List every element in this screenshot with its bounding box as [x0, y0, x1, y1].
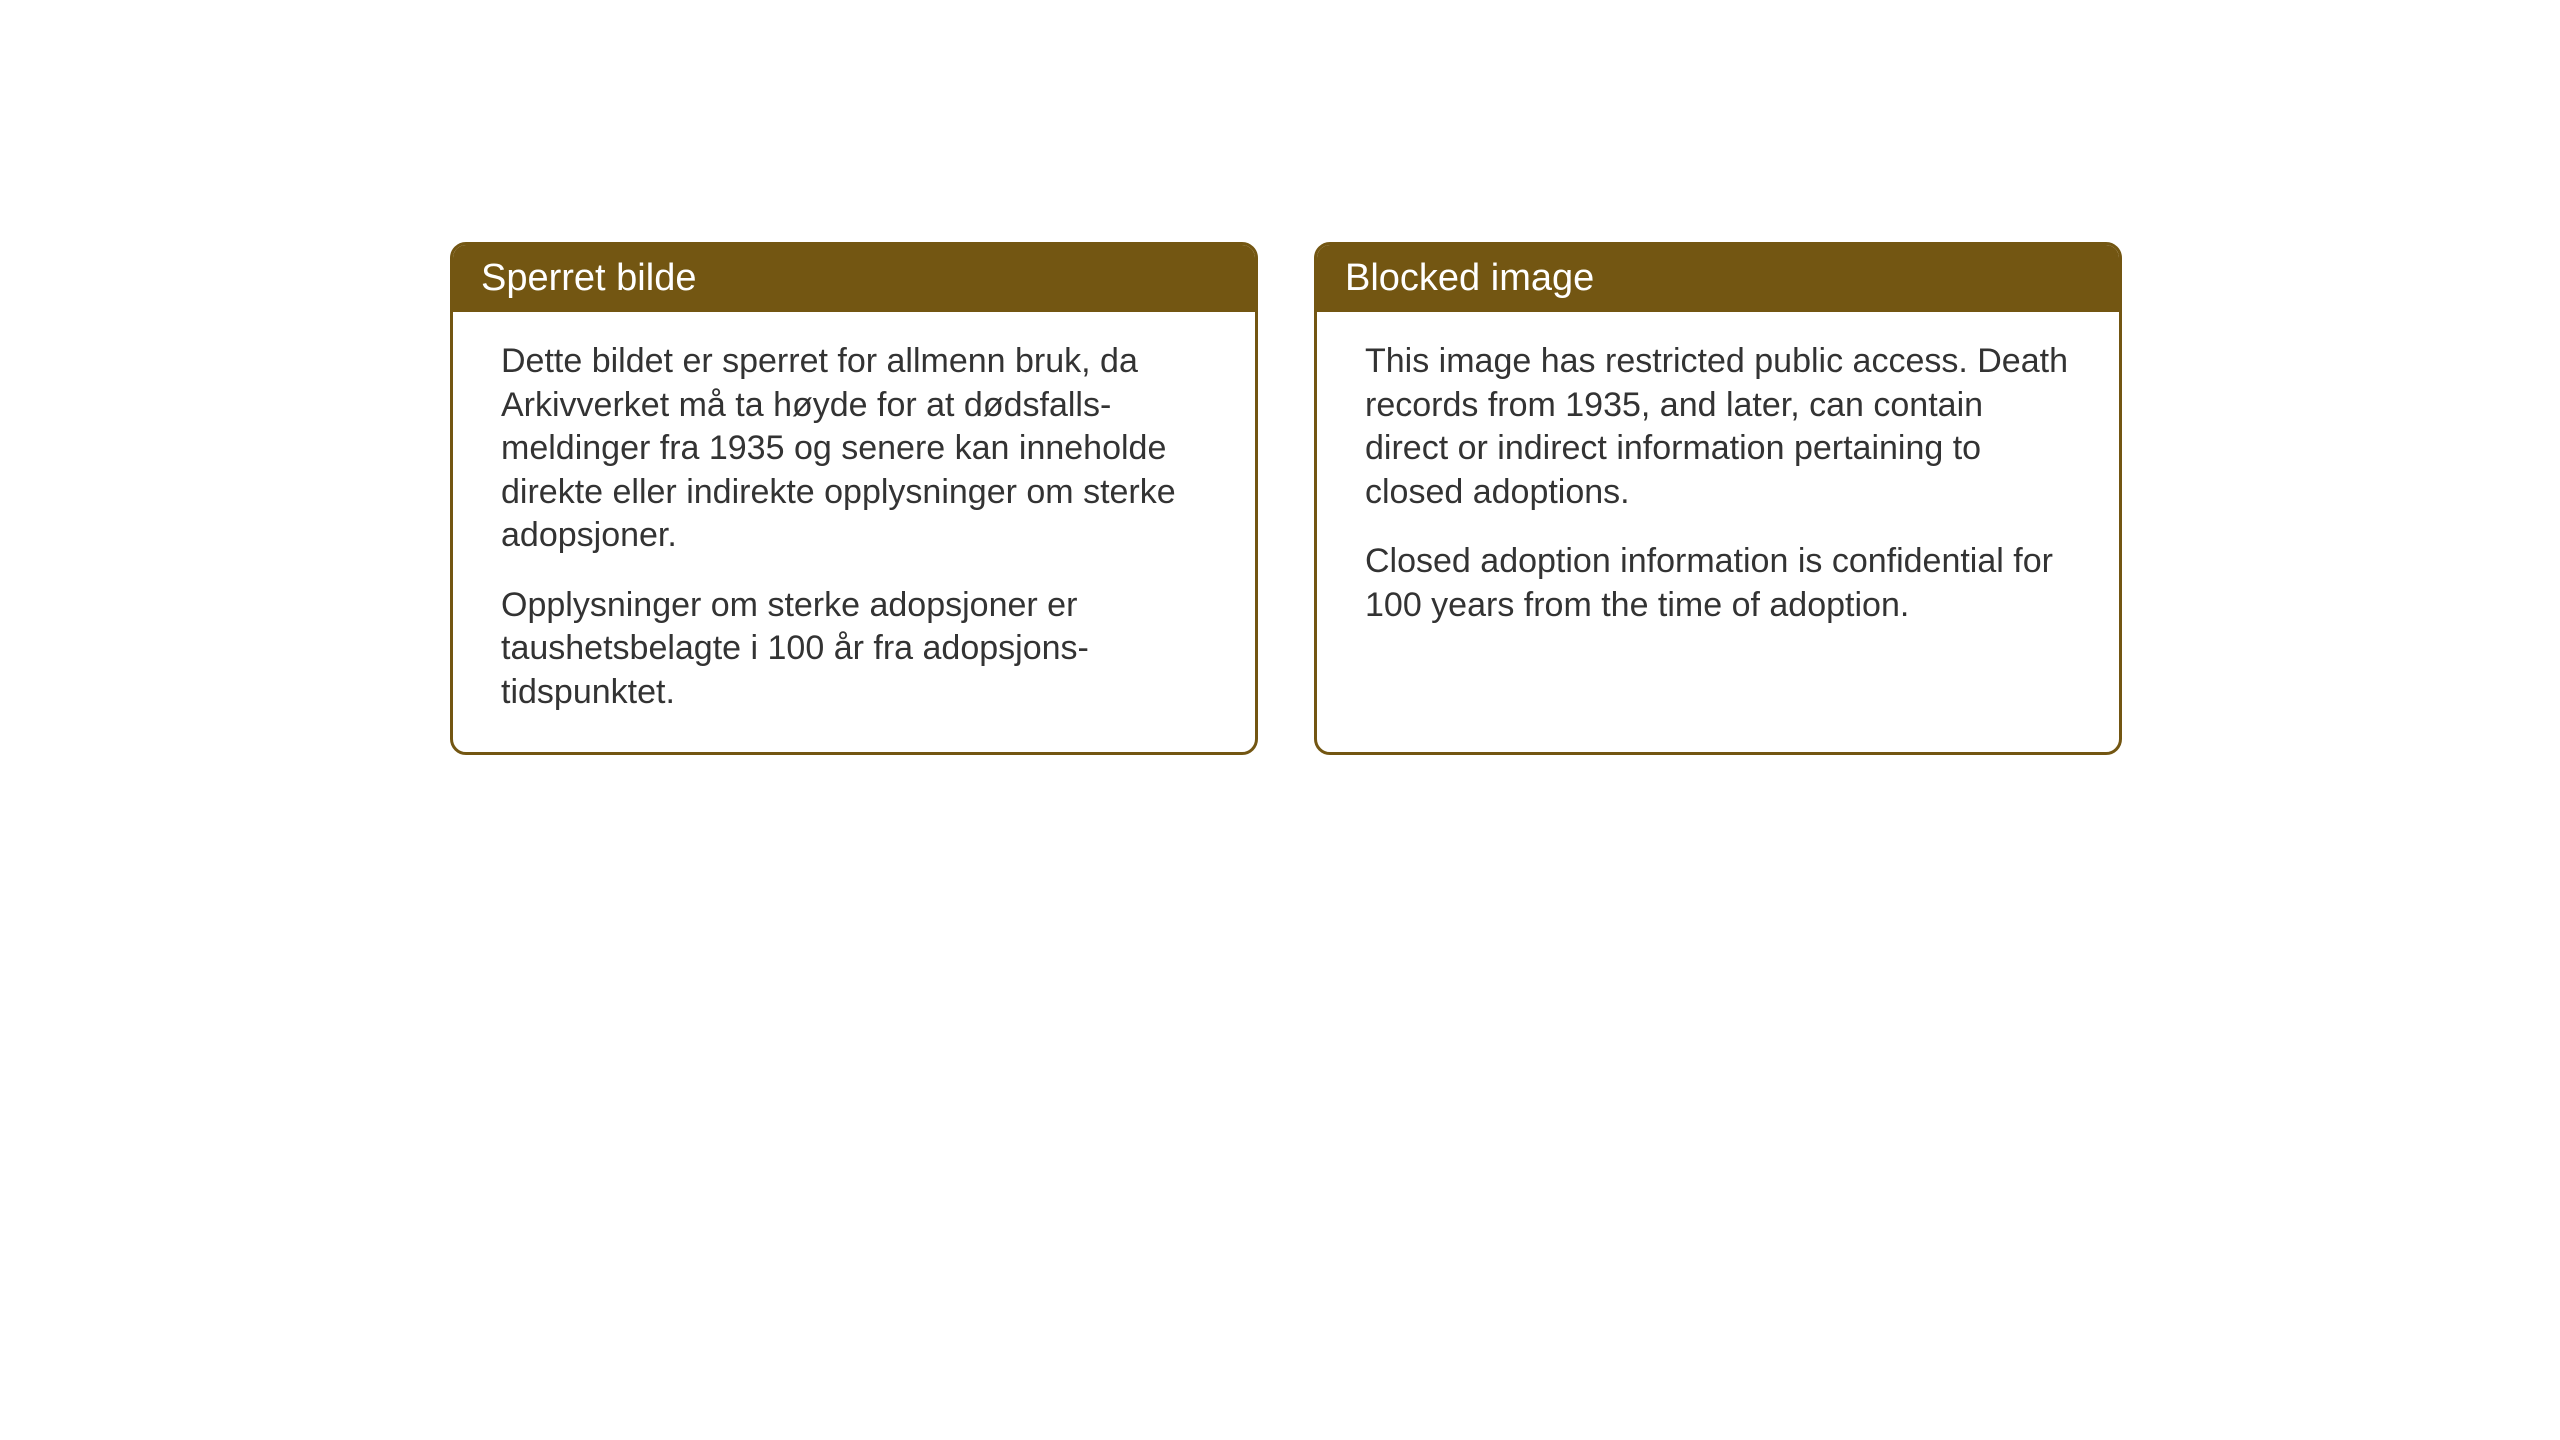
- notice-header-norwegian: Sperret bilde: [453, 245, 1255, 312]
- notice-paragraph: Opplysninger om sterke adopsjoner er tau…: [501, 584, 1207, 715]
- notice-paragraph: Closed adoption information is confident…: [1365, 540, 2071, 627]
- notice-body-norwegian: Dette bildet er sperret for allmenn bruk…: [453, 312, 1255, 752]
- notice-header-english: Blocked image: [1317, 245, 2119, 312]
- notice-box-norwegian: Sperret bilde Dette bildet er sperret fo…: [450, 242, 1258, 755]
- notice-box-english: Blocked image This image has restricted …: [1314, 242, 2122, 755]
- notice-paragraph: Dette bildet er sperret for allmenn bruk…: [501, 340, 1207, 558]
- notice-body-english: This image has restricted public access.…: [1317, 312, 2119, 665]
- notice-container: Sperret bilde Dette bildet er sperret fo…: [450, 242, 2122, 755]
- notice-paragraph: This image has restricted public access.…: [1365, 340, 2071, 514]
